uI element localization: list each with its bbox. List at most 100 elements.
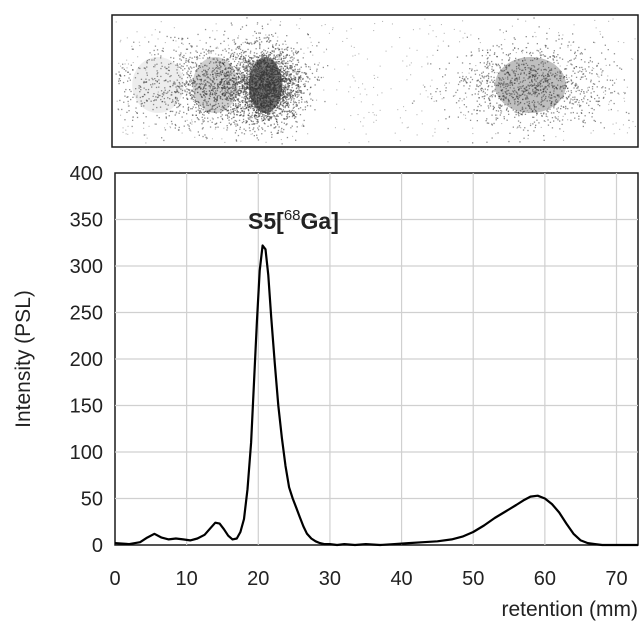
tlc-speckle [559,77,561,80]
tlc-speckle [235,120,238,122]
tlc-speckle [243,111,245,113]
tlc-strip-frame [111,14,639,148]
tlc-speckle [286,78,288,80]
tlc-speckle [285,71,287,73]
tlc-speckle [212,92,214,94]
tlc-speckle [288,73,290,76]
tlc-speckle [281,86,284,88]
tlc-speckle [272,73,274,75]
tlc-speckle [220,66,222,68]
tlc-speckle [252,69,255,71]
tlc-speckle [496,56,498,58]
tlc-speckle [268,72,270,74]
tlc-speckle [167,104,169,106]
tlc-speckle [279,87,281,89]
tlc-speckle [244,76,246,78]
tlc-speckle [265,111,267,114]
tlc-speckle [178,105,181,107]
tlc-speckle [262,61,264,63]
tlc-speckle [240,82,243,84]
tlc-speckle [547,111,549,113]
tlc-speckle [602,70,604,72]
tlc-speckle [445,68,447,70]
tlc-speckle [509,64,511,66]
tlc-speckle [574,51,576,53]
tlc-speckle [202,48,204,50]
tlc-speckle [212,118,214,120]
tlc-speckle [521,69,523,72]
tlc-speckle [179,110,181,112]
tlc-speckle [196,117,198,119]
tlc-speckle [502,98,504,100]
tlc-speckle [154,64,156,66]
tlc-speckle [491,68,493,70]
tlc-speckle [491,60,493,63]
tlc-speckle [542,105,544,107]
tlc-speckle [509,74,511,77]
tlc-speckle [189,72,192,74]
tlc-speckle [620,68,623,70]
tlc-speckle [594,98,596,100]
tlc-speckle [534,93,536,95]
tlc-speckle [174,96,177,99]
tlc-speckle [527,84,529,86]
tlc-speckle [581,71,583,73]
tlc-speckle [237,81,240,84]
tlc-speckle [541,61,543,63]
tlc-speckle [250,115,252,117]
tlc-speckle [504,64,506,66]
tlc-speckle [241,101,244,103]
tlc-speckle [236,53,238,55]
tlc-speckle [140,100,142,102]
tlc-speckle [564,87,566,89]
tlc-speckle [213,62,215,64]
tlc-speckle [222,58,224,61]
tlc-speckle [206,137,208,139]
tlc-speckle [265,56,268,58]
tlc-speckle [542,95,544,97]
tlc-speckle [118,78,120,80]
tlc-speckle [236,67,238,70]
tlc-speckle [273,63,276,65]
tlc-speckle [580,76,583,79]
tlc-speckle [168,115,170,117]
tlc-speckle [270,91,273,93]
tlc-speckle [263,59,265,61]
tlc-speckle [281,94,283,96]
tlc-speckle [539,83,542,85]
tlc-speckle [244,89,246,91]
tlc-speckle [521,63,523,66]
tlc-speckle [261,84,263,86]
tlc-speckle [287,62,289,65]
tlc-speckle [229,71,231,73]
tlc-speckle [215,126,217,129]
tlc-speckle [443,97,445,99]
tlc-speckle [142,112,145,114]
tlc-speckle [567,61,569,63]
tlc-speckle [278,54,280,56]
tlc-speckle [539,80,541,82]
tlc-speckle [285,118,287,120]
tlc-speckle [282,67,284,69]
tlc-speckle [462,80,465,82]
tlc-speckle [509,102,512,105]
tlc-speckle [430,97,433,100]
tlc-speckle [235,114,238,116]
tlc-speckle [246,68,248,70]
tlc-speckle [548,84,550,86]
tlc-speckle [275,43,278,45]
tlc-speckle [182,97,184,99]
tlc-speckle [277,124,279,126]
tlc-speckle [259,47,261,50]
tlc-speckle [243,81,246,83]
tlc-speckle [186,65,188,67]
tlc-speckle [239,126,241,128]
tlc-speckle [252,63,254,65]
tlc-speckle [216,90,219,92]
tlc-speckle [262,87,265,89]
tlc-speckle [518,63,520,65]
tlc-speckle [268,118,271,120]
tlc-speckle [536,91,538,93]
tlc-speckle [274,66,276,68]
tlc-speckle [266,105,268,107]
